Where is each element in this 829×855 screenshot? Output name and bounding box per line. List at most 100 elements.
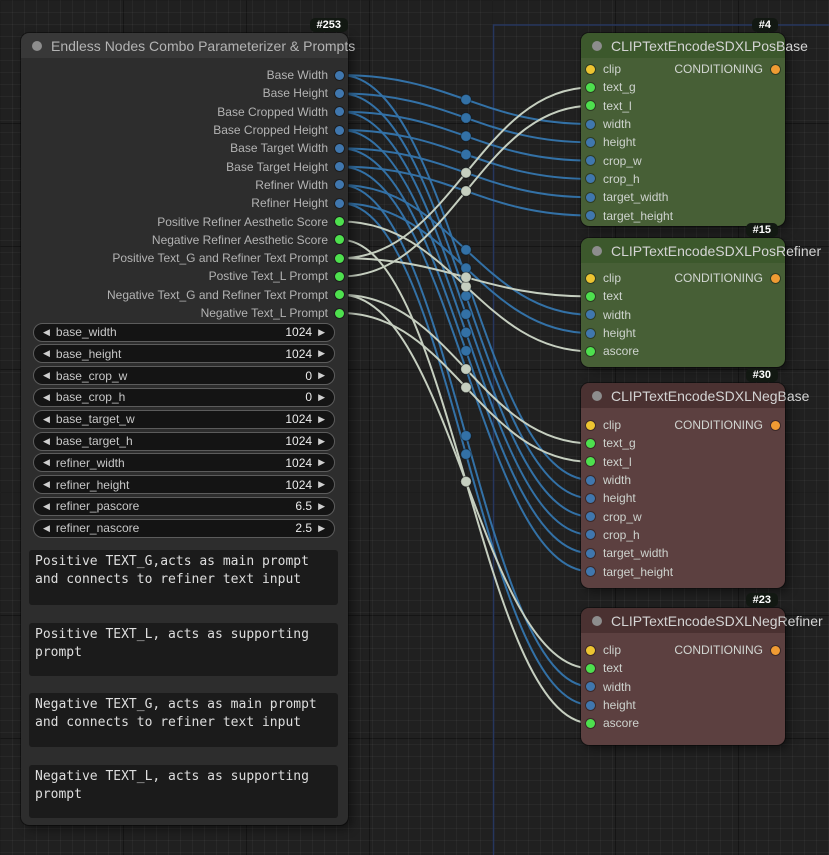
widget-value[interactable]: 1024 bbox=[285, 346, 313, 361]
widget-base_target_h[interactable]: ◀ base_target_h 1024 ▶ bbox=[33, 431, 335, 451]
widget-base_crop_h[interactable]: ◀ base_crop_h 0 ▶ bbox=[33, 387, 335, 407]
prompt-textarea[interactable]: Negative TEXT_L, acts as supporting prom… bbox=[29, 765, 338, 818]
increment-arrow-icon[interactable]: ▶ bbox=[318, 435, 325, 446]
widget-base_width[interactable]: ◀ base_width 1024 ▶ bbox=[33, 322, 335, 342]
increment-arrow-icon[interactable]: ▶ bbox=[318, 522, 325, 533]
widget-refiner_width[interactable]: ◀ refiner_width 1024 ▶ bbox=[33, 453, 335, 473]
input-port-dot[interactable] bbox=[586, 119, 595, 129]
output-port-dot[interactable] bbox=[335, 253, 344, 263]
collapse-dot[interactable] bbox=[592, 40, 602, 51]
output-port-dot[interactable] bbox=[335, 143, 344, 153]
decrement-arrow-icon[interactable]: ◀ bbox=[43, 522, 50, 533]
input-port-dot[interactable] bbox=[586, 718, 595, 728]
input-port-dot[interactable] bbox=[586, 328, 595, 338]
output-port-dot[interactable] bbox=[335, 308, 344, 318]
node-endless-combo-parameterizer[interactable]: Endless Nodes Combo Parameterizer & Prom… bbox=[20, 32, 355, 826]
input-port-dot[interactable] bbox=[586, 64, 595, 74]
conditioning-output-dot[interactable] bbox=[771, 645, 780, 655]
input-port-dot[interactable] bbox=[586, 156, 595, 166]
output-port-dot[interactable] bbox=[335, 290, 344, 300]
input-port-dot[interactable] bbox=[586, 530, 595, 540]
collapse-dot[interactable] bbox=[32, 40, 42, 51]
node-title-bar[interactable]: Endless Nodes Combo Parameterizer & Prom… bbox=[21, 33, 355, 58]
decrement-arrow-icon[interactable]: ◀ bbox=[43, 435, 50, 446]
widget-base_target_w[interactable]: ◀ base_target_w 1024 ▶ bbox=[33, 409, 335, 429]
node-cliptextencodesdxlposrefiner[interactable]: CLIPTextEncodeSDXLPosRefiner clip text widt… bbox=[580, 237, 821, 368]
prompt-textarea[interactable]: Positive TEXT_G,acts as main prompt and … bbox=[29, 550, 338, 605]
increment-arrow-icon[interactable]: ▶ bbox=[318, 391, 325, 402]
input-port-dot[interactable] bbox=[586, 548, 595, 558]
decrement-arrow-icon[interactable]: ◀ bbox=[43, 348, 50, 359]
input-port-dot[interactable] bbox=[586, 567, 595, 577]
widget-value[interactable]: 0 bbox=[305, 368, 313, 383]
widget-value[interactable]: 6.5 bbox=[295, 499, 313, 514]
output-port-dot[interactable] bbox=[335, 107, 344, 117]
conditioning-output-dot[interactable] bbox=[771, 273, 780, 283]
decrement-arrow-icon[interactable]: ◀ bbox=[43, 370, 50, 381]
prompt-textarea[interactable]: Positive TEXT_L, acts as supporting prom… bbox=[29, 623, 338, 676]
widget-value[interactable]: 1024 bbox=[285, 455, 313, 470]
increment-arrow-icon[interactable]: ▶ bbox=[318, 348, 325, 359]
increment-arrow-icon[interactable]: ▶ bbox=[318, 370, 325, 381]
widget-base_crop_w[interactable]: ◀ base_crop_w 0 ▶ bbox=[33, 366, 335, 386]
collapse-dot[interactable] bbox=[592, 390, 602, 401]
input-port-dot[interactable] bbox=[586, 137, 595, 147]
widget-value[interactable]: 1024 bbox=[285, 434, 313, 448]
increment-arrow-icon[interactable]: ▶ bbox=[318, 326, 325, 337]
decrement-arrow-icon[interactable]: ◀ bbox=[43, 391, 50, 402]
input-port-dot[interactable] bbox=[586, 82, 595, 92]
input-port-dot[interactable] bbox=[586, 700, 595, 710]
node-title-bar[interactable]: CLIPTextEncodeSDXLNegRefiner bbox=[581, 608, 823, 633]
increment-arrow-icon[interactable]: ▶ bbox=[318, 413, 325, 424]
prompt-textarea[interactable]: Negative TEXT_G, acts as main prompt and… bbox=[29, 693, 338, 747]
input-port-dot[interactable] bbox=[586, 493, 595, 503]
collapse-dot[interactable] bbox=[592, 245, 602, 256]
widget-value[interactable]: 1024 bbox=[285, 477, 313, 492]
input-port-dot[interactable] bbox=[586, 682, 595, 692]
widget-refiner_pascore[interactable]: ◀ refiner_pascore 6.5 ▶ bbox=[33, 496, 335, 516]
increment-arrow-icon[interactable]: ▶ bbox=[318, 500, 325, 511]
increment-arrow-icon[interactable]: ▶ bbox=[318, 457, 325, 468]
input-port-dot[interactable] bbox=[586, 211, 595, 221]
node-cliptextencodesdxlnegbase[interactable]: CLIPTextEncodeSDXLNegBase clip text_g text_… bbox=[580, 382, 809, 589]
input-port-dot[interactable] bbox=[586, 291, 595, 301]
input-port-dot[interactable] bbox=[586, 438, 595, 448]
conditioning-output-dot[interactable] bbox=[771, 64, 780, 74]
widget-value[interactable]: 2.5 bbox=[295, 521, 313, 536]
increment-arrow-icon[interactable]: ▶ bbox=[318, 479, 325, 490]
input-port-dot[interactable] bbox=[586, 512, 595, 522]
input-port-dot[interactable] bbox=[586, 310, 595, 320]
node-cliptextencodesdxlposbase[interactable]: CLIPTextEncodeSDXLPosBase clip text_g text_… bbox=[580, 32, 808, 227]
collapse-dot[interactable] bbox=[592, 615, 602, 626]
node-title-bar[interactable]: CLIPTextEncodeSDXLPosRefiner bbox=[581, 238, 821, 263]
output-port-dot[interactable] bbox=[335, 217, 344, 227]
output-port-dot[interactable] bbox=[335, 198, 344, 208]
node-cliptextencodesdxlnegrefiner[interactable]: CLIPTextEncodeSDXLNegRefiner clip text widt… bbox=[580, 607, 823, 746]
input-port-dot[interactable] bbox=[586, 645, 595, 655]
output-port-dot[interactable] bbox=[335, 70, 344, 80]
input-port-dot[interactable] bbox=[586, 101, 595, 111]
output-port-dot[interactable] bbox=[335, 180, 344, 190]
input-port-dot[interactable] bbox=[586, 420, 595, 430]
output-port-dot[interactable] bbox=[335, 271, 344, 281]
node-title-bar[interactable]: CLIPTextEncodeSDXLPosBase bbox=[581, 33, 808, 58]
widget-base_height[interactable]: ◀ base_height 1024 ▶ bbox=[33, 344, 335, 364]
decrement-arrow-icon[interactable]: ◀ bbox=[43, 457, 50, 468]
output-port-dot[interactable] bbox=[335, 88, 344, 98]
input-port-dot[interactable] bbox=[586, 475, 595, 485]
node-title-bar[interactable]: CLIPTextEncodeSDXLNegBase bbox=[581, 383, 809, 408]
widget-refiner_nascore[interactable]: ◀ refiner_nascore 2.5 ▶ bbox=[33, 518, 335, 538]
widget-refiner_height[interactable]: ◀ refiner_height 1024 ▶ bbox=[33, 475, 335, 495]
output-port-dot[interactable] bbox=[335, 235, 344, 245]
widget-value[interactable]: 0 bbox=[305, 390, 313, 405]
output-port-dot[interactable] bbox=[335, 125, 344, 135]
decrement-arrow-icon[interactable]: ◀ bbox=[43, 500, 50, 511]
input-port-dot[interactable] bbox=[586, 273, 595, 283]
input-port-dot[interactable] bbox=[586, 457, 595, 467]
widget-value[interactable]: 1024 bbox=[285, 412, 313, 427]
output-port-dot[interactable] bbox=[335, 162, 344, 172]
decrement-arrow-icon[interactable]: ◀ bbox=[43, 479, 50, 490]
input-port-dot[interactable] bbox=[586, 663, 595, 673]
decrement-arrow-icon[interactable]: ◀ bbox=[43, 326, 50, 337]
